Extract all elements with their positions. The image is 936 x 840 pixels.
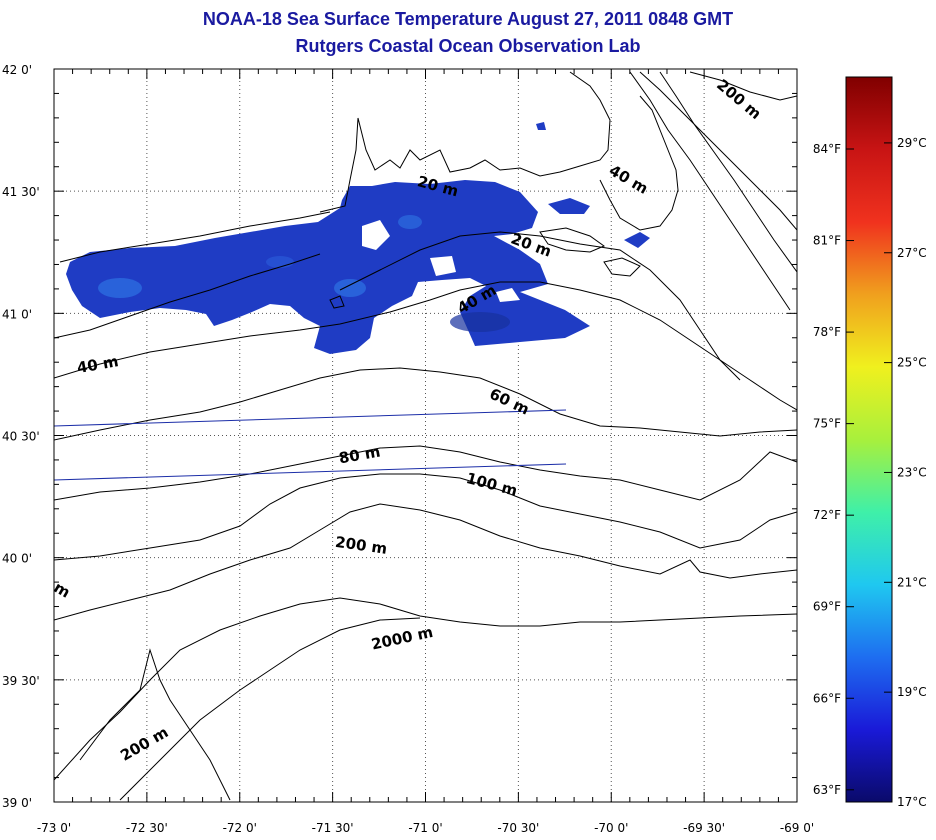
long-island-coast — [54, 253, 321, 339]
lat-tick-label: 41 30' — [2, 185, 40, 199]
fahrenheit-tick-label: 72°F — [813, 508, 841, 522]
fahrenheit-tick-label: 78°F — [813, 325, 841, 339]
lon-tick-label: -70 0' — [594, 821, 628, 835]
depth-label: 200 m — [713, 76, 765, 123]
contour-200m — [54, 503, 797, 621]
track-line-1 — [54, 409, 567, 427]
map-subtitle: Rutgers Coastal Ocean Observation Lab — [295, 36, 641, 56]
lon-tick-label: -69 0' — [780, 821, 814, 835]
lon-tick-label: -69 30' — [683, 821, 725, 835]
depth-label: 100 m — [464, 469, 519, 500]
depth-label: 80 m — [338, 443, 382, 468]
fahrenheit-tick-label: 75°F — [813, 417, 841, 431]
long-island-north-coast — [59, 211, 331, 263]
lat-tick-label: 39 30' — [2, 674, 40, 688]
celsius-tick-label: 17°C — [897, 795, 927, 809]
lat-tick-label: 41 0' — [2, 307, 32, 321]
contour-gom-60m — [659, 71, 797, 273]
contour-100m — [54, 473, 797, 561]
lon-tick-label: -72 30' — [126, 821, 168, 835]
satellite-track-lines — [54, 409, 567, 481]
celsius-tick-label: 25°C — [897, 356, 927, 370]
fahrenheit-tick-label: 63°F — [813, 783, 841, 797]
new-england-coast — [319, 71, 611, 213]
depth-label: 2000 m — [370, 623, 435, 654]
contour-20m — [339, 231, 741, 381]
depth-label: 40 m — [76, 352, 120, 377]
temperature-colorbar: 29°C 27°C 25°C 23°C 21°C 19°C 17°C 84°F 81°F 78°F… — [813, 76, 927, 809]
contour-georges — [689, 71, 797, 101]
fahrenheit-tick-label: 84°F — [813, 142, 841, 156]
celsius-tick-label: 21°C — [897, 575, 927, 589]
fahrenheit-tick-label: 69°F — [813, 600, 841, 614]
sst-dark-spot — [450, 312, 510, 332]
map-axes: 42 0' 41 30' 41 0' 40 30' 40 0' 39 30' 39 0' -7… — [2, 63, 814, 835]
track-line-2 — [54, 463, 567, 481]
fahrenheit-tick-label: 66°F — [813, 691, 841, 705]
lon-tick-label: -71 0' — [408, 821, 442, 835]
lat-tick-label: 39 0' — [2, 796, 32, 810]
lon-tick-label: -70 30' — [497, 821, 539, 835]
sst-gap-1 — [362, 220, 390, 250]
contour-2000m — [54, 597, 797, 781]
depth-label: 200 m — [117, 723, 171, 765]
contour-canyon — [79, 648, 231, 801]
map-title: NOAA-18 Sea Surface Temperature August 2… — [202, 9, 734, 29]
sst-patch — [66, 122, 650, 354]
nantucket — [603, 257, 641, 277]
cape-cod-coast — [599, 95, 679, 231]
lon-tick-label: -72 0' — [223, 821, 257, 835]
sst-warm-spot-3 — [398, 215, 422, 229]
colorbar-gradient — [845, 76, 893, 803]
contour-60m — [54, 367, 797, 441]
block-island — [329, 295, 345, 309]
lon-tick-label: -73 0' — [37, 821, 71, 835]
sst-warm-spot-1 — [98, 278, 142, 298]
lat-tick-label: 42 0' — [2, 63, 32, 77]
contour-80m — [54, 445, 797, 501]
sst-warm-spot-4 — [266, 256, 294, 268]
lat-tick-label: 40 0' — [2, 552, 32, 566]
contour-gom-200m — [639, 71, 797, 231]
fahrenheit-tick-label: 81°F — [813, 234, 841, 248]
sst-gap-3 — [496, 288, 520, 302]
celsius-tick-label: 23°C — [897, 465, 927, 479]
contour-200m-lower — [119, 617, 421, 801]
lon-tick-label: -71 30' — [312, 821, 354, 835]
lat-tick-label: 40 30' — [2, 430, 40, 444]
sst-warm-spot-2 — [334, 279, 366, 297]
celsius-tick-label: 19°C — [897, 685, 927, 699]
depth-label: 200 m — [334, 533, 388, 558]
contour-gom-40m — [629, 71, 791, 311]
celsius-tick-label: 27°C — [897, 246, 927, 260]
marthas-vineyard — [539, 227, 606, 253]
depth-label: 40 m — [606, 161, 651, 197]
contour-40m — [54, 281, 797, 411]
celsius-tick-label: 29°C — [897, 136, 927, 150]
sst-gap-2 — [430, 256, 456, 276]
bathymetry-contours — [54, 71, 797, 801]
